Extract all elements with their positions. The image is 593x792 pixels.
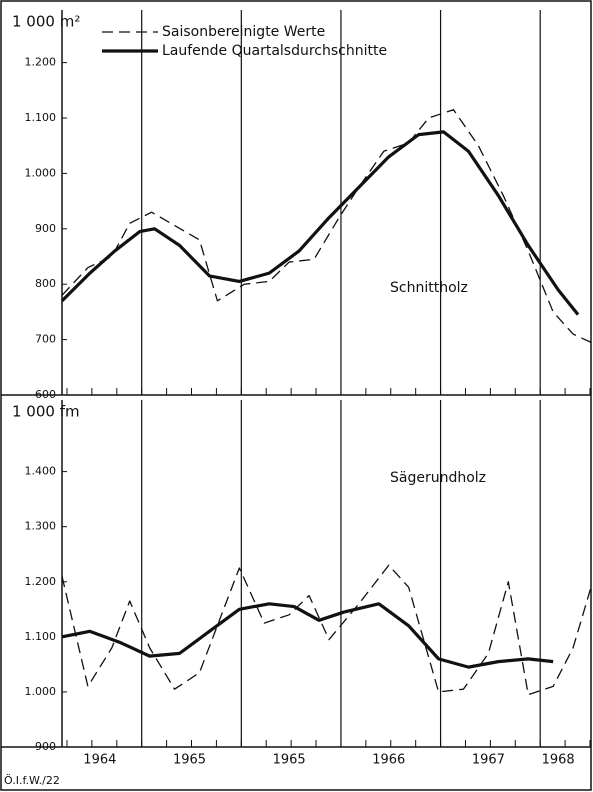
y-tick-label: 1.000 (25, 685, 57, 698)
panel-title: 1 000 m² (12, 13, 80, 31)
x-tick-label: 1968 (542, 753, 575, 768)
x-tick-label: 1967 (472, 753, 505, 768)
x-tick-label: 1965 (173, 753, 206, 768)
y-tick-label: 600 (35, 388, 56, 401)
y-tick-label: 1.400 (25, 465, 57, 478)
annotation: Sägerundholz (390, 470, 486, 486)
panel-title: 1 000 fm (12, 403, 80, 421)
x-tick-label: 1964 (83, 753, 116, 768)
x-tick-label: 1965 (273, 753, 306, 768)
line (60, 130, 580, 316)
y-tick-label: 900 (35, 740, 56, 753)
line (61, 564, 592, 696)
legend-label: Laufende Quartalsdurchschnitte (162, 43, 387, 59)
legend-label: Saisonbereinigte Werte (162, 24, 325, 40)
footer: Ö.I.f.W./22 (4, 774, 60, 787)
line (61, 109, 592, 343)
y-tick-label: 1.100 (25, 111, 57, 124)
y-tick-label: 1.000 (25, 166, 57, 179)
line (61, 602, 554, 669)
annotation: Schnittholz (390, 280, 468, 296)
y-tick-label: 1.300 (25, 520, 57, 533)
y-tick-label: 1.100 (25, 630, 57, 643)
x-tick-label: 1966 (372, 753, 405, 768)
y-tick-label: 800 (35, 277, 56, 290)
y-tick-label: 700 (35, 333, 56, 346)
y-tick-label: 1.200 (25, 575, 57, 588)
y-tick-label: 900 (35, 222, 56, 235)
y-tick-label: 1.200 (25, 56, 57, 69)
